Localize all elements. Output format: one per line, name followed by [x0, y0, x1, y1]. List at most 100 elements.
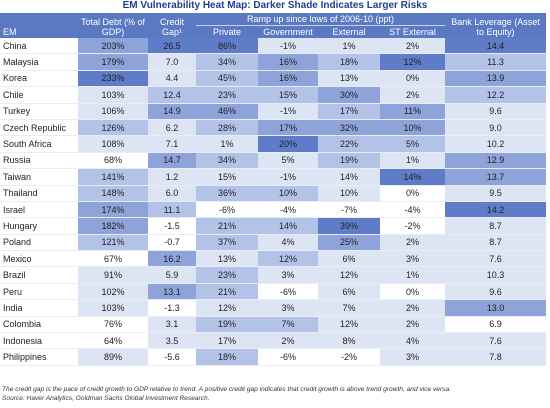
heat-cell: 16.2	[148, 250, 196, 268]
heat-cell: 28%	[196, 119, 258, 137]
heat-cell: 14%	[258, 217, 318, 235]
table-row: Hungary 182% -1.5 21% 14% 39% -2% 8.7	[0, 217, 547, 235]
heat-cell: 9.6	[445, 283, 547, 301]
heat-cell: 1%	[196, 135, 258, 153]
country-name: South Africa	[0, 135, 78, 153]
title: EM Vulnerability Heat Map: Darker Shade …	[122, 0, 428, 11]
table-row: Taiwan 141% 1.2 15% -1% 14% 14% 13.7	[0, 168, 547, 186]
country-name: Malaysia	[0, 53, 78, 71]
heat-cell: -1.5	[148, 217, 196, 235]
column-header: Government	[258, 25, 318, 38]
heat-cell: 17%	[318, 103, 380, 120]
heat-cell: 18%	[318, 53, 380, 71]
heat-cell: 14.2	[445, 201, 547, 219]
heat-cell: 30%	[318, 86, 380, 104]
heat-cell: -6%	[258, 348, 318, 366]
country-name: Poland	[0, 234, 78, 252]
table-row: Israel 174% 11.1 -6% -4% -7% -4% 14.2	[0, 201, 547, 219]
heat-cell: 13.0	[445, 299, 547, 317]
country-name: Israel	[0, 201, 78, 219]
table-row: Poland 121% -0.7 37% 4% 25% 2% 8.7	[0, 234, 547, 252]
heat-cell: 6.9	[445, 316, 547, 334]
heat-cell: -4%	[258, 201, 318, 219]
heat-cell: 17%	[196, 332, 258, 350]
table-row: China 203% 26.5 86% -1% 1% 2% 14.4	[0, 38, 547, 55]
heat-cell: 32%	[318, 119, 380, 137]
footnotes: The credit gap is the pace of credit gro…	[2, 386, 548, 403]
heat-cell: 36%	[196, 185, 258, 202]
heat-cell: 148%	[78, 185, 148, 202]
heat-cell: 45%	[196, 70, 258, 88]
heat-cell: -5.6	[148, 348, 196, 366]
heat-cell: 2%	[380, 234, 446, 252]
heat-cell: 4%	[258, 234, 318, 252]
heat-cell: 121%	[78, 234, 148, 252]
heat-cell: 34%	[196, 53, 258, 71]
heat-cell: -7%	[318, 201, 380, 219]
heat-cell: 126%	[78, 119, 148, 137]
heat-cell: -6%	[196, 201, 258, 219]
heat-cell: 8%	[318, 332, 380, 350]
heat-cell: 12%	[258, 250, 318, 268]
heat-cell: 12%	[380, 53, 446, 71]
country-name: Czech Republic	[0, 119, 78, 137]
table-body: China 203% 26.5 86% -1% 1% 2% 14.4 Malaysia 179% 7…	[0, 38, 547, 366]
heat-cell: 67%	[78, 250, 148, 268]
heat-cell: 12.4	[148, 86, 196, 104]
country-name: Mexico	[0, 250, 78, 268]
table-row: Indonesia 64% 3.5 17% 2% 8% 4% 7.6	[0, 332, 547, 350]
heat-cell: 7.1	[148, 135, 196, 153]
heat-cell: 0%	[380, 283, 446, 301]
heat-cell: 39%	[318, 217, 380, 235]
heat-cell: 16%	[258, 70, 318, 88]
column-header: Credit Gap¹	[148, 13, 196, 38]
heat-cell: 108%	[78, 135, 148, 153]
column-header: Bank Leverage (Asset to Equity)	[445, 13, 547, 38]
heat-cell: 0%	[380, 70, 446, 88]
heat-map-table: EM Total Debt (% of GDP) Credit Gap¹ Ram…	[0, 13, 547, 366]
heat-cell: 9.6	[445, 103, 547, 120]
heat-cell: 18%	[196, 348, 258, 366]
heat-cell: 11%	[380, 103, 446, 120]
column-header: ST External	[380, 25, 446, 38]
table-row: Philippines 89% -5.6 18% -6% -2% 3% 7.8	[0, 348, 547, 366]
heat-cell: 106%	[78, 103, 148, 120]
table-row: Czech Republic 126% 6.2 28% 17% 32% 10% 9.0	[0, 119, 547, 137]
heat-cell: 91%	[78, 266, 148, 284]
heat-cell: 21%	[196, 283, 258, 301]
country-name: China	[0, 38, 78, 55]
heat-cell: 14.9	[148, 103, 196, 120]
heat-cell: 179%	[78, 53, 148, 71]
table-row: India 103% -1.3 12% 3% 7% 2% 13.0	[0, 299, 547, 317]
heat-cell: 76%	[78, 316, 148, 334]
column-header: Private	[196, 25, 258, 38]
heat-cell: 14.4	[445, 38, 547, 55]
heat-cell: 9.5	[445, 185, 547, 202]
heat-cell: 6%	[318, 250, 380, 268]
heat-cell: 8.7	[445, 217, 547, 235]
heat-cell: 19%	[196, 316, 258, 334]
heat-cell: 46%	[196, 103, 258, 120]
table-row: Russia 68% 14.7 34% 5% 19% 1% 12.9	[0, 152, 547, 170]
heat-cell: 7.6	[445, 332, 547, 350]
heat-cell: 103%	[78, 299, 148, 317]
heat-cell: 12%	[318, 266, 380, 284]
heat-cell: -1.3	[148, 299, 196, 317]
country-name: Hungary	[0, 217, 78, 235]
heat-cell: 17%	[258, 119, 318, 137]
heat-cell: -0.7	[148, 234, 196, 252]
column-header: External	[318, 25, 380, 38]
heat-cell: 1.2	[148, 168, 196, 186]
heat-cell: -2%	[380, 217, 446, 235]
heat-cell: 14%	[318, 168, 380, 186]
heat-cell: 6.0	[148, 185, 196, 202]
heat-cell: 10%	[318, 185, 380, 202]
heat-cell: 26.5	[148, 38, 196, 55]
table-row: Thailand 148% 6.0 36% 10% 10% 0% 9.5	[0, 185, 547, 202]
heat-cell: 102%	[78, 283, 148, 301]
footnote: Source: Haver Analytics, Goldman Sachs G…	[2, 394, 210, 402]
table-row: South Africa 108% 7.1 1% 20% 22% 5% 10.2	[0, 135, 547, 153]
heat-cell: 0%	[380, 185, 446, 202]
table-row: Korea 233% 4.4 45% 16% 13% 0% 13.9	[0, 70, 547, 88]
